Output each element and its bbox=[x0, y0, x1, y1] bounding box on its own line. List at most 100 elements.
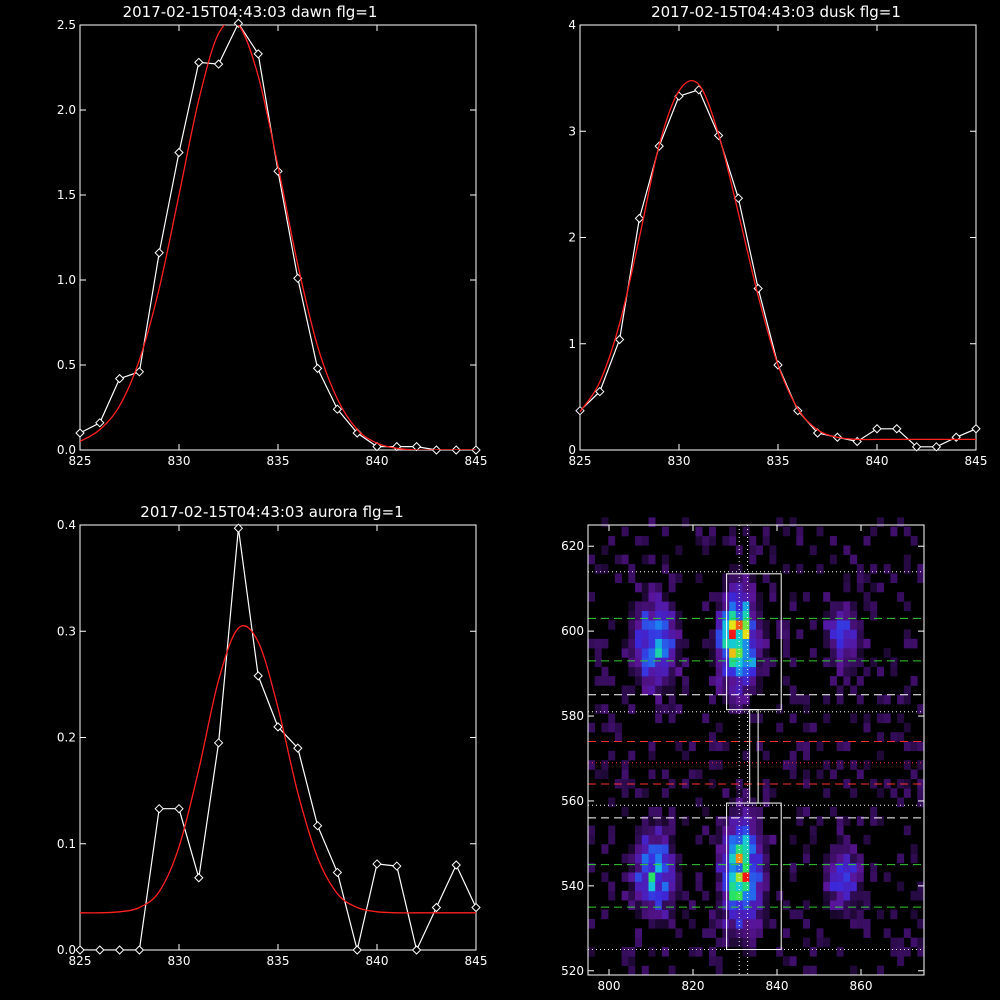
data-point-marker bbox=[154, 803, 164, 814]
heatmap-cell bbox=[756, 657, 763, 668]
heatmap-cell bbox=[803, 900, 810, 910]
heatmap-cell bbox=[608, 713, 616, 724]
heatmap-cell bbox=[661, 834, 669, 845]
heatmap-cell bbox=[661, 685, 669, 696]
heatmap-cell bbox=[749, 834, 757, 845]
heatmap-cell bbox=[836, 601, 844, 611]
data-point-marker bbox=[411, 945, 422, 955]
heatmap-cell bbox=[594, 564, 602, 574]
heatmap-cell bbox=[877, 788, 884, 798]
heatmap-cell bbox=[856, 676, 864, 686]
heatmap-cell bbox=[601, 638, 609, 649]
heatmap-cell bbox=[870, 657, 878, 668]
heatmap-cell bbox=[803, 750, 810, 761]
heatmap-cell bbox=[762, 526, 770, 537]
spectral-image-frame bbox=[587, 524, 925, 976]
heatmap-cell bbox=[742, 872, 750, 882]
heatmap-cell bbox=[829, 657, 837, 668]
x-tick-label: 825 bbox=[69, 954, 92, 968]
heatmap-cell bbox=[628, 947, 636, 957]
heatmap-cell bbox=[655, 872, 663, 882]
heatmap-cell bbox=[749, 947, 757, 957]
heatmap-cell bbox=[789, 694, 797, 705]
heatmap-cell bbox=[742, 582, 750, 593]
heatmap-cell bbox=[903, 629, 911, 639]
heatmap-cell bbox=[769, 788, 777, 798]
heatmap-cell bbox=[641, 844, 649, 854]
dusk-plot-data bbox=[575, 80, 981, 452]
aurora-plot-frame bbox=[79, 524, 477, 951]
heatmap-cell bbox=[796, 629, 804, 639]
heatmap-cell bbox=[628, 666, 636, 677]
heatmap-cell bbox=[695, 797, 703, 808]
heatmap-cell bbox=[621, 853, 629, 864]
heatmap-cell bbox=[729, 816, 737, 826]
heatmap-cell bbox=[749, 909, 757, 920]
heatmap-cell bbox=[782, 900, 790, 910]
heatmap-cell bbox=[635, 834, 642, 845]
heatmap-cell bbox=[635, 601, 642, 611]
aurora-plot-title: 2017-02-15T04:43:03 aurora flg=1 bbox=[140, 503, 403, 521]
heatmap-cell bbox=[836, 816, 844, 826]
heatmap-cell bbox=[715, 881, 723, 892]
heatmap-cell bbox=[722, 592, 730, 602]
heatmap-cell bbox=[877, 909, 884, 920]
heatmap-cell bbox=[621, 890, 629, 901]
heatmap-cell bbox=[661, 648, 669, 658]
heatmap-cell bbox=[648, 582, 656, 593]
heatmap-cell bbox=[729, 834, 737, 845]
heatmap-cell bbox=[729, 862, 737, 873]
heatmap-cell bbox=[655, 862, 663, 873]
heatmap-cell bbox=[910, 853, 918, 864]
heatmap-cell bbox=[883, 564, 891, 574]
heatmap-cell bbox=[715, 685, 723, 696]
heatmap-cell bbox=[762, 919, 770, 929]
heatmap-cell bbox=[742, 610, 750, 621]
heatmap-cell bbox=[762, 657, 770, 668]
y-tick-label: 0.1 bbox=[57, 837, 76, 851]
heatmap-cell bbox=[661, 947, 669, 957]
heatmap-cell bbox=[695, 881, 703, 892]
heatmap-cell bbox=[621, 638, 629, 649]
heatmap-cell bbox=[715, 909, 723, 920]
heatmap-cell bbox=[648, 769, 656, 780]
heatmap-cell bbox=[903, 788, 911, 798]
heatmap-cell bbox=[776, 629, 784, 639]
heatmap-cell bbox=[722, 862, 730, 873]
heatmap-cell bbox=[601, 545, 609, 555]
heatmap-cell bbox=[722, 890, 730, 901]
heatmap-cell bbox=[722, 536, 730, 546]
heatmap-cell bbox=[682, 676, 690, 686]
heatmap-cell bbox=[782, 629, 790, 639]
heatmap-cell bbox=[628, 648, 636, 658]
heatmap-cell bbox=[823, 937, 831, 948]
heatmap-cell bbox=[621, 788, 629, 798]
heatmap-cell bbox=[655, 685, 663, 696]
y-tick-label: 2.0 bbox=[57, 103, 76, 117]
heatmap-cell bbox=[877, 732, 884, 742]
heatmap-cell bbox=[917, 947, 925, 957]
data-point-marker bbox=[372, 859, 382, 869]
heatmap-cell bbox=[836, 620, 844, 630]
heatmap-cell bbox=[749, 676, 757, 686]
x-tick-label: 860 bbox=[850, 979, 873, 993]
heatmap-cell bbox=[594, 676, 602, 686]
y-tick-label: 560 bbox=[561, 794, 584, 808]
heatmap-cell bbox=[843, 778, 851, 789]
heatmap-cell bbox=[729, 704, 737, 714]
heatmap-cell bbox=[756, 806, 763, 817]
heatmap-cell bbox=[641, 582, 649, 593]
heatmap-cell bbox=[655, 844, 663, 854]
heatmap-cell bbox=[742, 797, 750, 808]
heatmap-cell bbox=[588, 834, 595, 845]
heatmap-cell bbox=[829, 676, 837, 686]
heatmap-cell bbox=[850, 844, 858, 854]
heatmap-cell bbox=[621, 694, 629, 705]
dusk-plot-panel: 2017-02-15T04:43:03 dusk flg=1 825 830 835… bbox=[568, 3, 987, 468]
heatmap-cell bbox=[843, 573, 851, 583]
heatmap-cell bbox=[722, 881, 730, 892]
heatmap-cell bbox=[682, 909, 690, 920]
heatmap-cell bbox=[769, 582, 777, 593]
heatmap-cell bbox=[809, 545, 817, 555]
heatmap-cell bbox=[668, 648, 676, 658]
